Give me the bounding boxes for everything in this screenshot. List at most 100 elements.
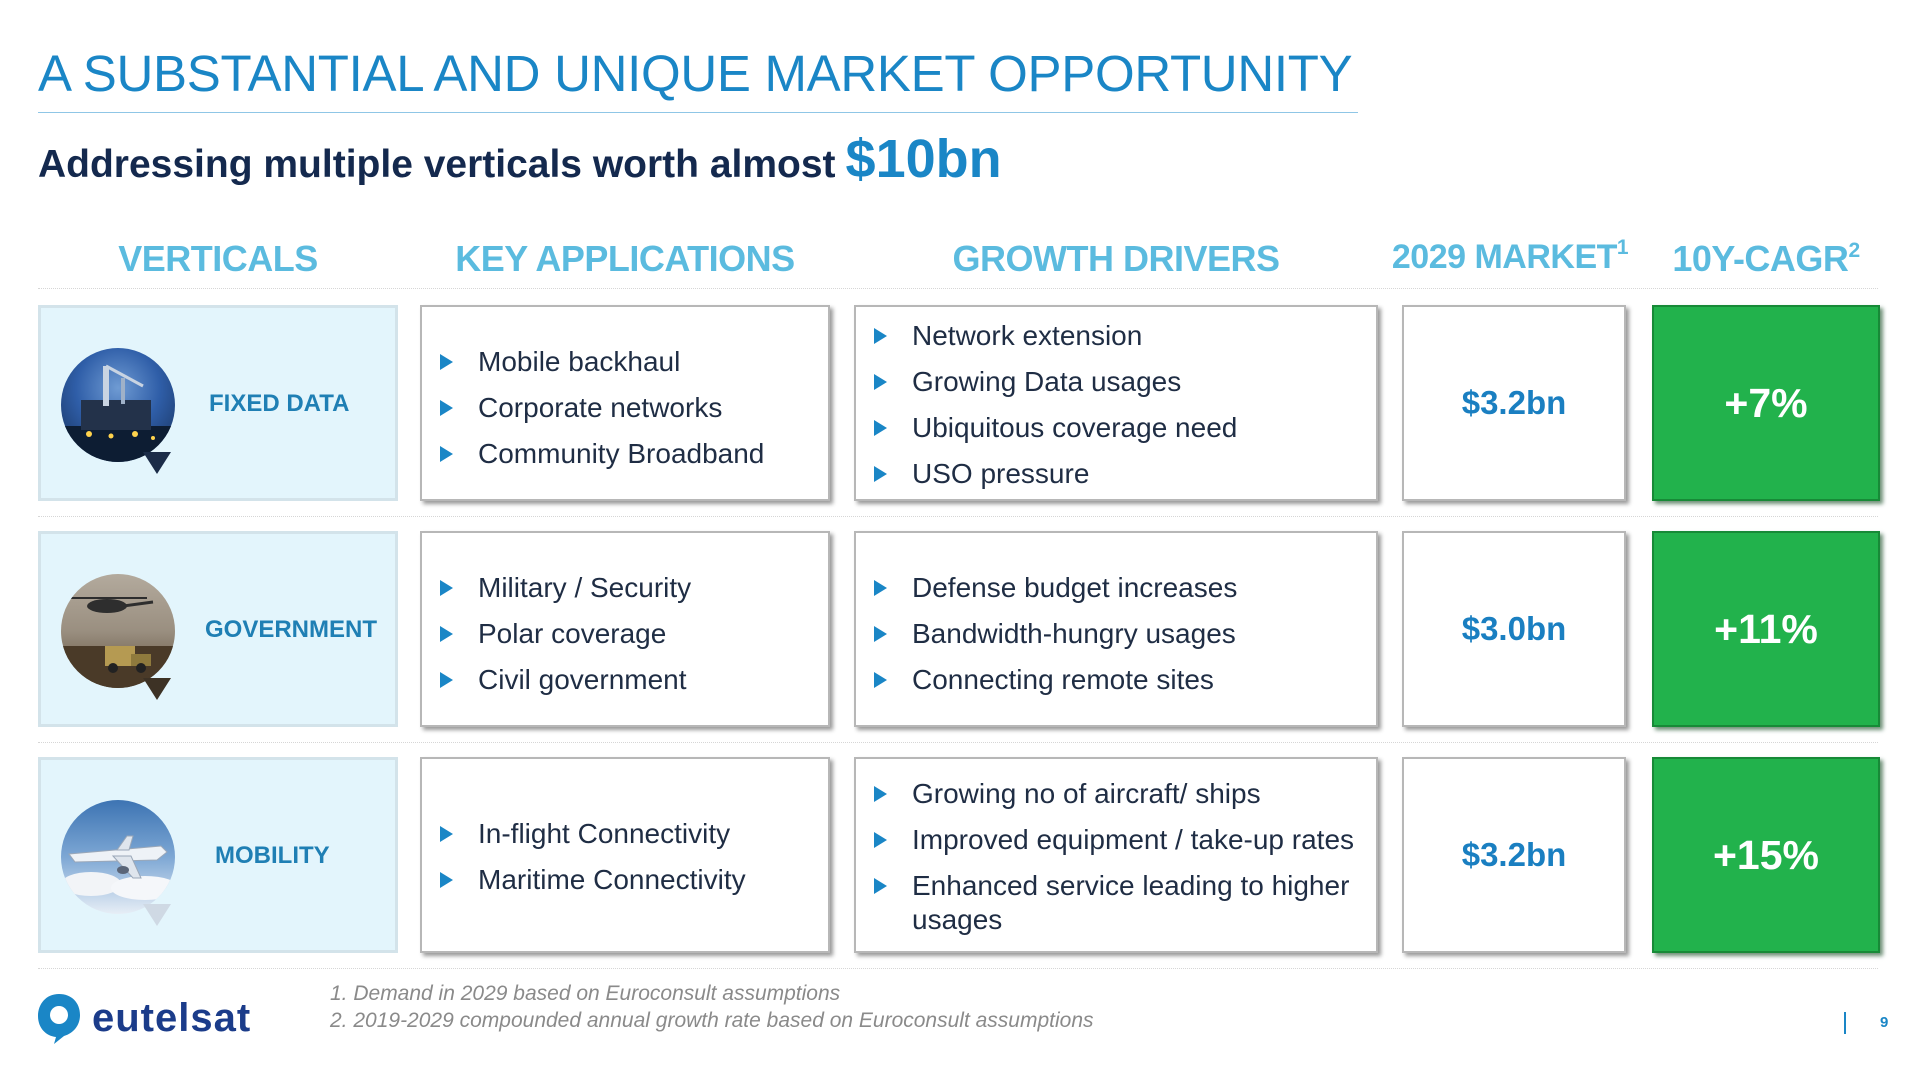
subtitle-highlight: $10bn — [845, 129, 1002, 189]
list-item-text: Mobile backhaul — [478, 346, 681, 377]
list-item-text: Connecting remote sites — [912, 664, 1214, 695]
drivers-list: Defense budget increases Bandwidth-hungr… — [856, 571, 1376, 709]
header-market-label: 2029 MARKET — [1391, 238, 1618, 276]
drivers-list: Growing no of aircraft/ ships Improved e… — [856, 777, 1364, 949]
header-verticals: VERTICALS — [38, 238, 398, 280]
list-item: Bandwidth-hungry usages — [856, 617, 1376, 651]
subtitle-text: Addressing multiple verticals worth almo… — [38, 143, 836, 186]
eutelsat-logo: eutelsat — [34, 990, 251, 1046]
list-item-text: Ubiquitous coverage need — [912, 412, 1238, 443]
header-cagr-label: 10Y-CAGR — [1672, 238, 1849, 279]
list-item-text: Enhanced service leading to higher usage… — [912, 870, 1350, 935]
speech-tail — [143, 904, 171, 926]
row-divider — [38, 288, 1878, 289]
footnote-ref-2: 2 — [1848, 239, 1860, 262]
drivers-box-mobility: Growing no of aircraft/ ships Improved e… — [854, 757, 1378, 953]
market-value-government: $3.0bn — [1402, 531, 1626, 727]
list-item: USO pressure — [856, 457, 1376, 491]
page-number-separator — [1844, 1012, 1846, 1034]
airplane-icon — [61, 800, 175, 914]
logo-wordmark: eutelsat — [92, 995, 252, 1040]
military-helicopter-icon — [61, 574, 175, 688]
header-cagr: 10Y-CAGR2 — [1652, 238, 1880, 280]
list-item-text: Polar coverage — [478, 618, 667, 649]
slide-subtitle: Addressing multiple verticals worth almo… — [38, 128, 1002, 190]
applications-box-fixed-data: Mobile backhaul Corporate networks Commu… — [420, 305, 830, 501]
cagr-value-mobility: +15% — [1652, 757, 1880, 953]
triangle-bullet-icon — [440, 626, 453, 642]
list-item: Enhanced service leading to higher usage… — [856, 869, 1364, 937]
list-item: Community Broadband — [422, 437, 828, 471]
header-growth-drivers: GROWTH DRIVERS — [854, 238, 1378, 280]
list-item-text: Community Broadband — [478, 438, 765, 469]
triangle-bullet-icon — [874, 672, 887, 688]
vertical-card-government: GOVERNMENT — [38, 531, 398, 727]
list-item: Network extension — [856, 319, 1376, 353]
list-item: Growing Data usages — [856, 365, 1376, 399]
cagr-value-government: +11% — [1652, 531, 1880, 727]
list-item: Connecting remote sites — [856, 663, 1376, 697]
speech-tail — [143, 678, 171, 700]
cagr-value-fixed-data: +7% — [1652, 305, 1880, 501]
vertical-label: GOVERNMENT — [205, 616, 378, 643]
triangle-bullet-icon — [874, 374, 887, 390]
drivers-box-fixed-data: Network extension Growing Data usages Ub… — [854, 305, 1378, 501]
header-key-applications-label: KEY APPLICATIONS — [455, 238, 795, 279]
header-key-applications: KEY APPLICATIONS — [420, 238, 830, 280]
triangle-bullet-icon — [874, 466, 887, 482]
triangle-bullet-icon — [874, 832, 887, 848]
speech-tail — [143, 452, 171, 474]
list-item: Corporate networks — [422, 391, 828, 425]
eutelsat-logo-mark-icon — [38, 994, 80, 1044]
list-item-text: Network extension — [912, 320, 1143, 351]
footnote-2: 2. 2019-2029 compounded annual growth ra… — [330, 1009, 1094, 1032]
triangle-bullet-icon — [440, 354, 453, 370]
header-market: 2029 MARKET1 — [1390, 237, 1630, 277]
slide-title: A SUBSTANTIAL AND UNIQUE MARKET OPPORTUN… — [38, 44, 1358, 113]
list-item-text: Defense budget increases — [912, 572, 1238, 603]
list-item-text: Corporate networks — [478, 392, 723, 423]
list-item: Growing no of aircraft/ ships — [856, 777, 1364, 811]
list-item: Polar coverage — [422, 617, 828, 651]
applications-box-mobility: In-flight Connectivity Maritime Connecti… — [420, 757, 830, 953]
triangle-bullet-icon — [874, 580, 887, 596]
drivers-box-government: Defense budget increases Bandwidth-hungr… — [854, 531, 1378, 727]
market-value-mobility: $3.2bn — [1402, 757, 1626, 953]
list-item-text: Improved equipment / take-up rates — [912, 824, 1355, 855]
list-item: Mobile backhaul — [422, 345, 828, 379]
triangle-bullet-icon — [874, 328, 887, 344]
triangle-bullet-icon — [874, 878, 887, 894]
row-divider — [38, 968, 1878, 969]
triangle-bullet-icon — [440, 400, 453, 416]
triangle-bullet-icon — [440, 580, 453, 596]
row-divider — [38, 742, 1878, 743]
applications-list: In-flight Connectivity Maritime Connecti… — [422, 817, 828, 909]
applications-list: Military / Security Polar coverage Civil… — [422, 571, 828, 709]
applications-list: Mobile backhaul Corporate networks Commu… — [422, 345, 828, 483]
triangle-bullet-icon — [440, 446, 453, 462]
drivers-list: Network extension Growing Data usages Ub… — [856, 319, 1376, 503]
header-growth-drivers-label: GROWTH DRIVERS — [952, 238, 1280, 279]
list-item-text: Growing no of aircraft/ ships — [912, 778, 1261, 809]
applications-box-government: Military / Security Polar coverage Civil… — [420, 531, 830, 727]
footnote-1: 1. Demand in 2029 based on Euroconsult a… — [330, 982, 841, 1005]
market-value-fixed-data: $3.2bn — [1402, 305, 1626, 501]
vertical-card-mobility: MOBILITY — [38, 757, 398, 953]
list-item: Defense budget increases — [856, 571, 1376, 605]
triangle-bullet-icon — [440, 826, 453, 842]
vertical-card-fixed-data: FIXED DATA — [38, 305, 398, 501]
list-item: Civil government — [422, 663, 828, 697]
list-item-text: Bandwidth-hungry usages — [912, 618, 1236, 649]
offshore-platform-icon — [61, 348, 175, 462]
list-item: Ubiquitous coverage need — [856, 411, 1376, 445]
vertical-label: MOBILITY — [215, 842, 330, 869]
row-divider — [38, 516, 1878, 517]
list-item-text: Civil government — [478, 664, 687, 695]
list-item-text: Military / Security — [478, 572, 692, 603]
triangle-bullet-icon — [874, 626, 887, 642]
list-item-text: USO pressure — [912, 458, 1090, 489]
list-item-text: Maritime Connectivity — [478, 864, 746, 895]
page-number: 9 — [1880, 1014, 1889, 1031]
list-item: Military / Security — [422, 571, 828, 605]
header-verticals-label: VERTICALS — [118, 238, 318, 279]
